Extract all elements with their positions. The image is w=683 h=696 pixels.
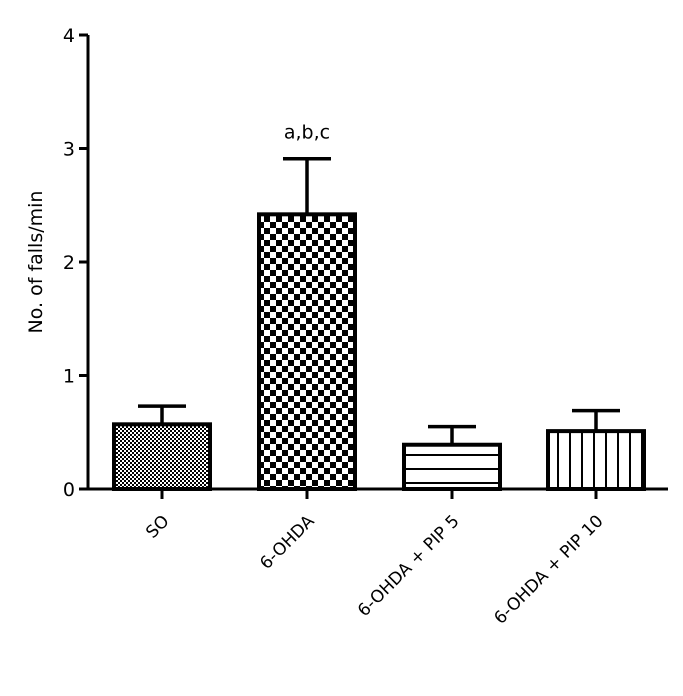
bar xyxy=(112,422,212,491)
category-label: SO xyxy=(142,511,173,542)
bars xyxy=(112,156,646,492)
bar xyxy=(546,429,646,491)
y-axis-title: No. of falls/min xyxy=(25,191,47,334)
y-tick-label: 1 xyxy=(63,366,75,388)
axes xyxy=(86,35,668,491)
y-ticks: 0 1 2 3 4 xyxy=(63,25,88,501)
annotations: a,b,c xyxy=(284,122,330,144)
y-tick-label: 3 xyxy=(63,139,75,161)
y-tick-label: 2 xyxy=(63,252,75,274)
category-label: 6-OHDA + PIP 10 xyxy=(490,511,607,628)
y-tick-label: 4 xyxy=(63,25,75,47)
bar xyxy=(257,212,357,492)
significance-annotation: a,b,c xyxy=(284,122,330,144)
y-tick-label: 0 xyxy=(63,479,75,501)
category-label: 6-OHDA + PIP 5 xyxy=(354,511,463,620)
category-label: 6-OHDA xyxy=(256,511,318,573)
category-labels: SO 6-OHDA 6-OHDA + PIP 5 6-OHDA + PIP 10 xyxy=(142,511,607,628)
bar xyxy=(402,442,502,491)
x-ticks xyxy=(160,489,598,499)
